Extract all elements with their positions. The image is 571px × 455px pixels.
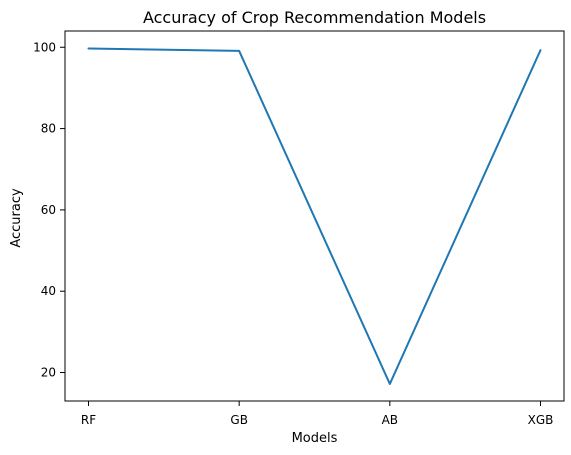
y-tick-label: 20 bbox=[41, 366, 56, 380]
y-tick-label: 60 bbox=[41, 203, 56, 217]
y-tick-label: 100 bbox=[33, 40, 56, 54]
series-layer bbox=[87, 47, 542, 385]
series-line bbox=[87, 47, 542, 385]
y-axis-ticks: 20 40 60 80 100 bbox=[33, 40, 65, 380]
x-tick-label: RF bbox=[81, 413, 96, 427]
x-axis-label: Models bbox=[292, 431, 338, 446]
chart-title: Accuracy of Crop Recommendation Models bbox=[143, 8, 486, 27]
x-tick-label: XGB bbox=[528, 413, 554, 427]
x-tick-label: AB bbox=[382, 413, 398, 427]
plot-frame bbox=[64, 30, 565, 402]
y-tick-label: 40 bbox=[41, 284, 56, 298]
y-tick-label: 80 bbox=[41, 122, 56, 136]
x-tick-label: GB bbox=[230, 413, 248, 427]
y-axis-label: Accuracy bbox=[9, 188, 24, 248]
x-axis-ticks: RF GB AB XGB bbox=[81, 401, 554, 427]
